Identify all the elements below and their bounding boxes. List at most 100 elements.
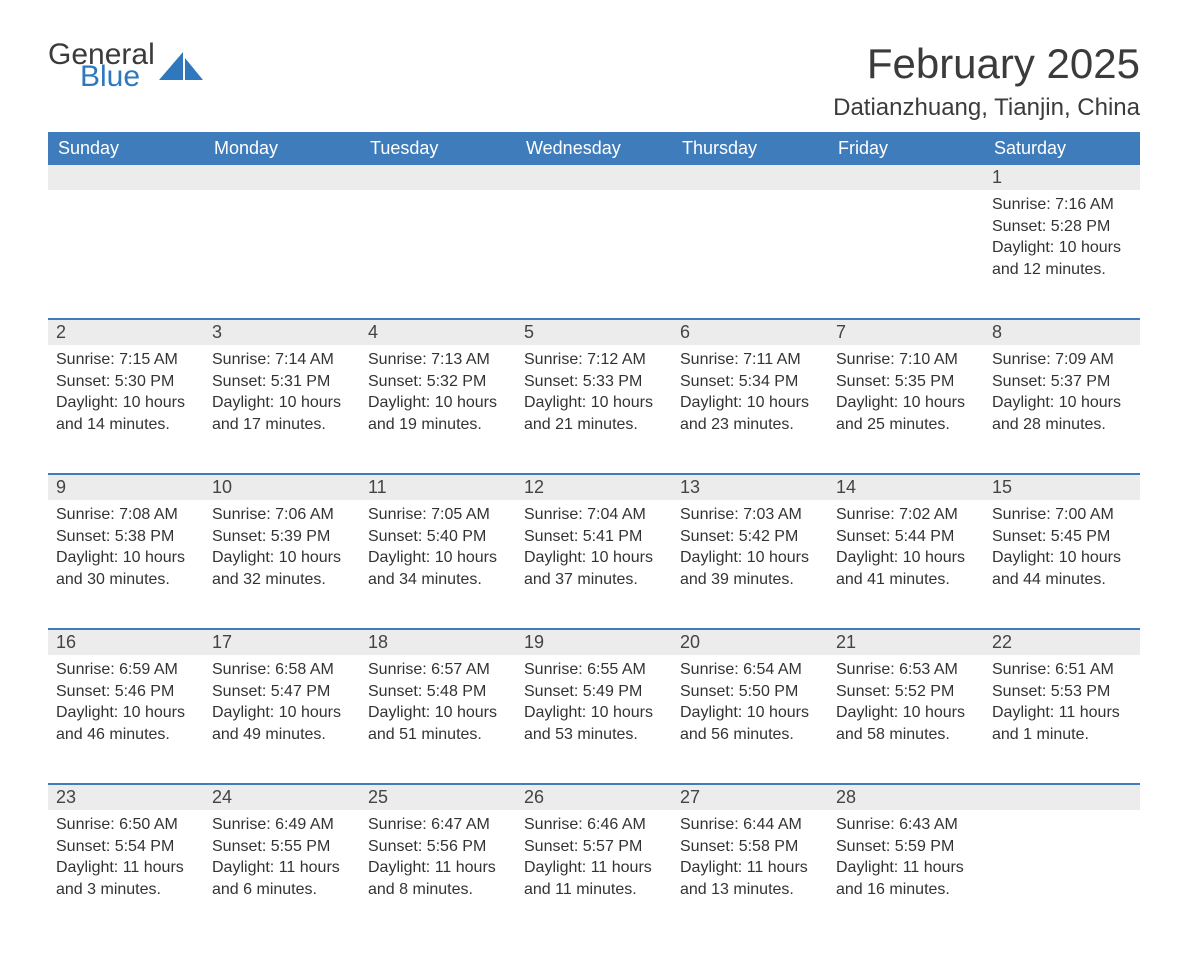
day-cell: Sunrise: 7:00 AMSunset: 5:45 PMDaylight:… bbox=[984, 500, 1140, 610]
day-of-week-cell: Tuesday bbox=[360, 132, 516, 165]
day-number: 18 bbox=[360, 630, 516, 655]
day-of-week-cell: Wednesday bbox=[516, 132, 672, 165]
brand-sub-text: Blue bbox=[80, 62, 155, 92]
day-body-row: Sunrise: 6:59 AMSunset: 5:46 PMDaylight:… bbox=[48, 655, 1140, 765]
day-cell bbox=[48, 190, 204, 300]
day-number bbox=[516, 165, 672, 190]
daylight-text: Daylight: 10 hours and 56 minutes. bbox=[680, 702, 820, 745]
sunset-text: Sunset: 5:34 PM bbox=[680, 371, 820, 393]
day-number: 23 bbox=[48, 785, 204, 810]
day-cell: Sunrise: 6:58 AMSunset: 5:47 PMDaylight:… bbox=[204, 655, 360, 765]
day-number: 7 bbox=[828, 320, 984, 345]
sail-icon bbox=[159, 52, 203, 80]
sunrise-text: Sunrise: 6:51 AM bbox=[992, 659, 1132, 681]
day-cell: Sunrise: 6:54 AMSunset: 5:50 PMDaylight:… bbox=[672, 655, 828, 765]
day-number: 1 bbox=[984, 165, 1140, 190]
day-number: 17 bbox=[204, 630, 360, 655]
month-title: February 2025 bbox=[833, 40, 1140, 88]
daylight-text: Daylight: 10 hours and 25 minutes. bbox=[836, 392, 976, 435]
brand-text-block: General Blue bbox=[48, 40, 155, 92]
day-of-week-cell: Sunday bbox=[48, 132, 204, 165]
day-cell: Sunrise: 6:43 AMSunset: 5:59 PMDaylight:… bbox=[828, 810, 984, 920]
day-of-week-header: SundayMondayTuesdayWednesdayThursdayFrid… bbox=[48, 132, 1140, 165]
day-cell bbox=[672, 190, 828, 300]
sunset-text: Sunset: 5:33 PM bbox=[524, 371, 664, 393]
day-cell: Sunrise: 7:13 AMSunset: 5:32 PMDaylight:… bbox=[360, 345, 516, 455]
day-number bbox=[828, 165, 984, 190]
day-cell: Sunrise: 6:46 AMSunset: 5:57 PMDaylight:… bbox=[516, 810, 672, 920]
day-body-row: Sunrise: 6:50 AMSunset: 5:54 PMDaylight:… bbox=[48, 810, 1140, 920]
location-text: Datianzhuang, Tianjin, China bbox=[833, 94, 1140, 122]
daylight-text: Daylight: 10 hours and 12 minutes. bbox=[992, 237, 1132, 280]
sunset-text: Sunset: 5:32 PM bbox=[368, 371, 508, 393]
day-cell: Sunrise: 6:55 AMSunset: 5:49 PMDaylight:… bbox=[516, 655, 672, 765]
sunset-text: Sunset: 5:49 PM bbox=[524, 681, 664, 703]
day-number: 22 bbox=[984, 630, 1140, 655]
day-number: 9 bbox=[48, 475, 204, 500]
day-number: 21 bbox=[828, 630, 984, 655]
sunrise-text: Sunrise: 7:11 AM bbox=[680, 349, 820, 371]
day-number: 13 bbox=[672, 475, 828, 500]
day-number-band: 2345678 bbox=[48, 320, 1140, 345]
day-cell: Sunrise: 6:51 AMSunset: 5:53 PMDaylight:… bbox=[984, 655, 1140, 765]
calendar-week: 2345678Sunrise: 7:15 AMSunset: 5:30 PMDa… bbox=[48, 318, 1140, 455]
sunset-text: Sunset: 5:35 PM bbox=[836, 371, 976, 393]
day-body-row: Sunrise: 7:16 AMSunset: 5:28 PMDaylight:… bbox=[48, 190, 1140, 300]
sunset-text: Sunset: 5:50 PM bbox=[680, 681, 820, 703]
day-cell: Sunrise: 7:09 AMSunset: 5:37 PMDaylight:… bbox=[984, 345, 1140, 455]
day-of-week-cell: Thursday bbox=[672, 132, 828, 165]
day-number: 25 bbox=[360, 785, 516, 810]
daylight-text: Daylight: 11 hours and 13 minutes. bbox=[680, 857, 820, 900]
sunrise-text: Sunrise: 7:06 AM bbox=[212, 504, 352, 526]
sunrise-text: Sunrise: 6:53 AM bbox=[836, 659, 976, 681]
sunrise-text: Sunrise: 7:13 AM bbox=[368, 349, 508, 371]
sunset-text: Sunset: 5:53 PM bbox=[992, 681, 1132, 703]
sunrise-text: Sunrise: 7:03 AM bbox=[680, 504, 820, 526]
day-number-band: 1 bbox=[48, 165, 1140, 190]
day-number: 3 bbox=[204, 320, 360, 345]
sunset-text: Sunset: 5:48 PM bbox=[368, 681, 508, 703]
day-number: 16 bbox=[48, 630, 204, 655]
header-row: General Blue February 2025 Datianzhuang,… bbox=[48, 40, 1140, 132]
sunset-text: Sunset: 5:57 PM bbox=[524, 836, 664, 858]
day-of-week-cell: Monday bbox=[204, 132, 360, 165]
sunset-text: Sunset: 5:55 PM bbox=[212, 836, 352, 858]
sunset-text: Sunset: 5:47 PM bbox=[212, 681, 352, 703]
day-cell: Sunrise: 6:49 AMSunset: 5:55 PMDaylight:… bbox=[204, 810, 360, 920]
sunset-text: Sunset: 5:28 PM bbox=[992, 216, 1132, 238]
day-cell: Sunrise: 7:15 AMSunset: 5:30 PMDaylight:… bbox=[48, 345, 204, 455]
sunrise-text: Sunrise: 6:59 AM bbox=[56, 659, 196, 681]
calendar-week: 16171819202122Sunrise: 6:59 AMSunset: 5:… bbox=[48, 628, 1140, 765]
daylight-text: Daylight: 10 hours and 28 minutes. bbox=[992, 392, 1132, 435]
sunrise-text: Sunrise: 6:49 AM bbox=[212, 814, 352, 836]
sunrise-text: Sunrise: 7:04 AM bbox=[524, 504, 664, 526]
day-number: 12 bbox=[516, 475, 672, 500]
sunset-text: Sunset: 5:58 PM bbox=[680, 836, 820, 858]
day-of-week-cell: Saturday bbox=[984, 132, 1140, 165]
daylight-text: Daylight: 10 hours and 46 minutes. bbox=[56, 702, 196, 745]
sunset-text: Sunset: 5:59 PM bbox=[836, 836, 976, 858]
day-number: 8 bbox=[984, 320, 1140, 345]
day-number: 20 bbox=[672, 630, 828, 655]
daylight-text: Daylight: 10 hours and 34 minutes. bbox=[368, 547, 508, 590]
daylight-text: Daylight: 10 hours and 51 minutes. bbox=[368, 702, 508, 745]
day-cell: Sunrise: 7:06 AMSunset: 5:39 PMDaylight:… bbox=[204, 500, 360, 610]
day-number: 14 bbox=[828, 475, 984, 500]
day-cell: Sunrise: 7:08 AMSunset: 5:38 PMDaylight:… bbox=[48, 500, 204, 610]
sunrise-text: Sunrise: 7:12 AM bbox=[524, 349, 664, 371]
day-number: 27 bbox=[672, 785, 828, 810]
sunrise-text: Sunrise: 6:58 AM bbox=[212, 659, 352, 681]
daylight-text: Daylight: 11 hours and 8 minutes. bbox=[368, 857, 508, 900]
sunrise-text: Sunrise: 6:43 AM bbox=[836, 814, 976, 836]
sunset-text: Sunset: 5:45 PM bbox=[992, 526, 1132, 548]
daylight-text: Daylight: 10 hours and 44 minutes. bbox=[992, 547, 1132, 590]
day-cell: Sunrise: 7:03 AMSunset: 5:42 PMDaylight:… bbox=[672, 500, 828, 610]
calendar-grid: SundayMondayTuesdayWednesdayThursdayFrid… bbox=[48, 132, 1140, 920]
day-cell bbox=[360, 190, 516, 300]
sunset-text: Sunset: 5:38 PM bbox=[56, 526, 196, 548]
day-cell: Sunrise: 6:53 AMSunset: 5:52 PMDaylight:… bbox=[828, 655, 984, 765]
sunset-text: Sunset: 5:42 PM bbox=[680, 526, 820, 548]
sunrise-text: Sunrise: 7:10 AM bbox=[836, 349, 976, 371]
day-cell bbox=[204, 190, 360, 300]
calendar-week: 9101112131415Sunrise: 7:08 AMSunset: 5:3… bbox=[48, 473, 1140, 610]
